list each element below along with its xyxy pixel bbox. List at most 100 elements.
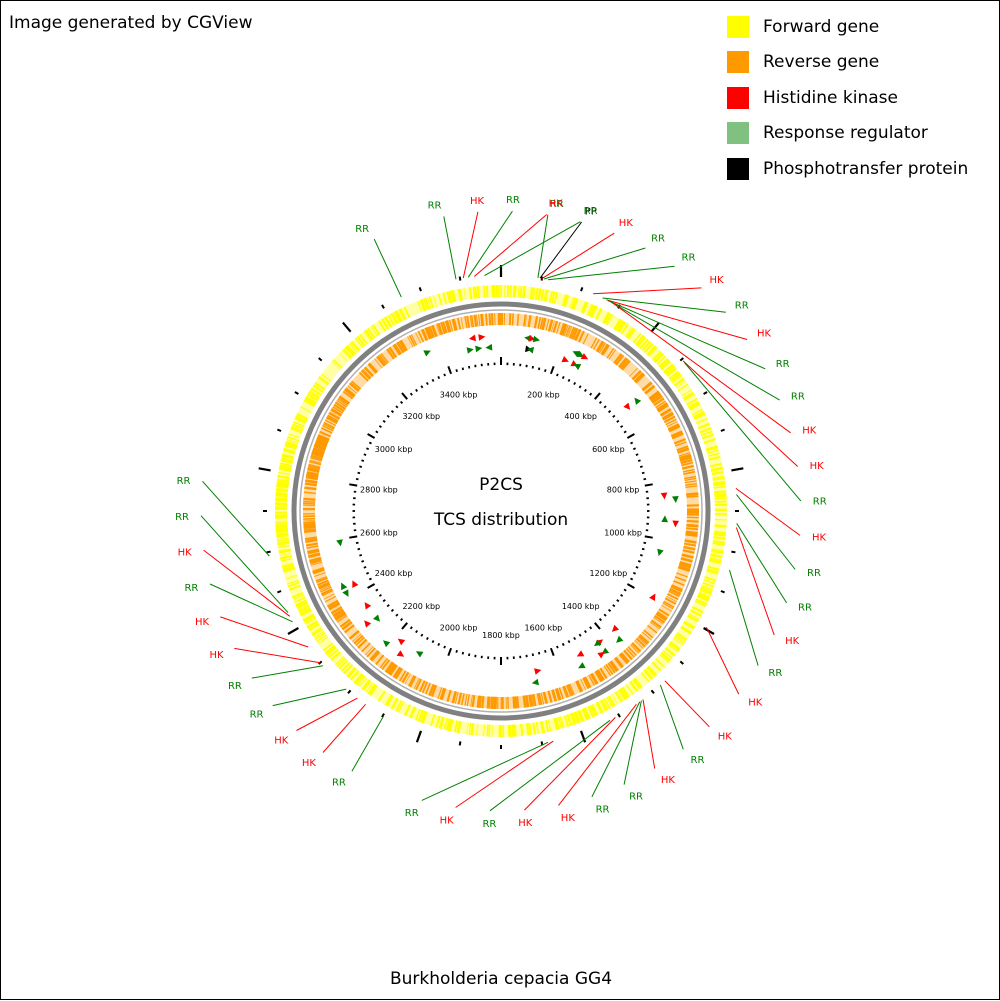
callout-label: RR	[791, 392, 805, 403]
inner-tick	[568, 379, 569, 381]
callout-line	[463, 212, 478, 278]
callout-line	[538, 215, 548, 278]
inner-tick	[638, 561, 640, 562]
outer-tick	[417, 731, 421, 742]
inner-tick	[640, 555, 642, 556]
feature-marker	[365, 602, 372, 609]
callout-line	[323, 704, 366, 752]
inner-tick	[376, 431, 378, 432]
inner-tick	[644, 479, 647, 480]
inner-tick	[469, 366, 470, 369]
reverse-gene-stripe	[489, 697, 490, 709]
inner-tick	[545, 650, 546, 652]
feature-marker	[336, 539, 343, 546]
inner-tick	[369, 578, 371, 579]
callout-line	[485, 222, 581, 276]
reverse-gene-stripe	[524, 696, 526, 708]
inner-tick	[600, 619, 602, 621]
forward-gene-stripe	[715, 496, 727, 497]
inner-tick	[421, 386, 422, 388]
inner-tick	[469, 654, 470, 657]
inner-tick	[617, 600, 619, 602]
feature-marker	[485, 344, 492, 351]
callout-label: HK	[518, 818, 533, 829]
tick-label: 2600 kbp	[360, 529, 398, 538]
inner-tick	[551, 648, 554, 656]
outer-tick-ring	[259, 265, 744, 749]
feature-marker	[616, 636, 623, 643]
outer-tick	[618, 714, 620, 718]
callout-line	[730, 570, 759, 666]
feature-marker	[623, 403, 630, 410]
inner-tick	[624, 589, 626, 590]
inner-tick	[369, 442, 371, 443]
feature-marker	[612, 625, 619, 632]
inner-tick	[356, 479, 359, 480]
callout-line	[643, 700, 655, 769]
callout-line	[220, 617, 308, 647]
callout-line	[706, 627, 738, 694]
feature-marker	[657, 549, 664, 556]
inner-tick	[557, 646, 558, 648]
inner-tick	[595, 623, 600, 629]
feature-marker	[574, 364, 582, 370]
callout-label: HK	[718, 731, 733, 742]
tick-label: 1400 kbp	[562, 602, 600, 611]
inner-tick	[401, 619, 403, 621]
feature-marker	[533, 336, 540, 343]
reverse-gene-stripe	[687, 522, 699, 523]
reverse-gene-stripe	[515, 697, 516, 709]
callout-label: HK	[757, 329, 772, 340]
inner-tick	[387, 605, 389, 607]
feature-marker	[416, 651, 424, 657]
callout-label: RR	[482, 819, 496, 830]
feature-marker	[672, 521, 679, 528]
forward-gene-stripe	[515, 725, 516, 737]
reverse-gene-stripe	[303, 522, 315, 523]
callout-line	[234, 648, 320, 662]
feature-marker	[649, 594, 655, 602]
inner-tick	[617, 421, 619, 423]
inner-tick	[613, 605, 615, 607]
inner-tick	[640, 466, 642, 467]
callout-line	[736, 528, 774, 636]
callout-label: HK	[710, 275, 725, 286]
callout-line	[201, 516, 288, 613]
forward-gene-stripe	[509, 725, 510, 737]
callout-line	[660, 685, 683, 749]
reverse-gene-stripe	[304, 525, 316, 526]
callout-line	[210, 584, 293, 622]
callout-label: RR	[355, 224, 369, 235]
callout-label: HK	[748, 697, 763, 708]
inner-tick	[533, 654, 534, 657]
forward-gene-stripe	[487, 725, 488, 737]
tick-label: 3400 kbp	[440, 391, 478, 400]
callout-label: RR	[177, 476, 191, 487]
inner-tick	[402, 623, 407, 629]
inner-tick	[609, 411, 611, 413]
inner-tick	[463, 368, 464, 370]
inner-tick	[349, 536, 357, 537]
outer-tick	[295, 392, 299, 394]
inner-tick	[557, 374, 558, 376]
callout-label: RR	[629, 792, 643, 803]
reverse-gene-stripe	[510, 313, 511, 325]
tick-label: 200 kbp	[527, 391, 560, 400]
feature-marker	[532, 679, 539, 686]
forward-gene-stripe	[715, 526, 727, 527]
callout-label: RR	[682, 253, 696, 264]
inner-tick	[633, 448, 635, 449]
forward-gene-stripe	[514, 285, 515, 297]
feature-marker	[577, 650, 585, 656]
tick-label: 1800 kbp	[482, 631, 520, 640]
outer-tick	[343, 323, 351, 332]
outer-tick	[680, 358, 683, 361]
inner-tick	[387, 416, 389, 418]
inner-tick	[392, 411, 394, 413]
inner-tick	[396, 614, 398, 616]
forward-gene-stripe	[276, 494, 288, 495]
inner-tick	[392, 610, 394, 612]
tick-label: 2800 kbp	[360, 486, 398, 495]
feature-marker	[383, 640, 390, 647]
